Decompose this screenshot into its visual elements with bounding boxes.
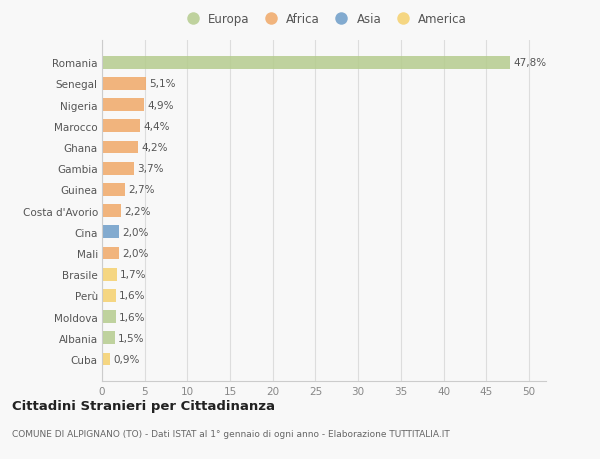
Bar: [102, 57, 510, 69]
Bar: [102, 268, 116, 281]
Bar: [102, 311, 116, 323]
Bar: [102, 162, 134, 175]
Bar: [102, 184, 125, 196]
Text: 1,7%: 1,7%: [120, 269, 146, 280]
Legend: Europa, Africa, Asia, America: Europa, Africa, Asia, America: [181, 13, 467, 26]
Text: 2,0%: 2,0%: [122, 248, 149, 258]
Bar: [102, 205, 121, 218]
Text: 4,4%: 4,4%: [143, 122, 169, 132]
Bar: [102, 141, 138, 154]
Bar: [102, 120, 140, 133]
Text: 0,9%: 0,9%: [113, 354, 139, 364]
Text: 1,6%: 1,6%: [119, 312, 146, 322]
Text: 5,1%: 5,1%: [149, 79, 175, 89]
Text: COMUNE DI ALPIGNANO (TO) - Dati ISTAT al 1° gennaio di ogni anno - Elaborazione : COMUNE DI ALPIGNANO (TO) - Dati ISTAT al…: [12, 429, 450, 438]
Bar: [102, 247, 119, 260]
Bar: [102, 226, 119, 239]
Bar: [102, 289, 116, 302]
Bar: [102, 99, 144, 112]
Text: 3,7%: 3,7%: [137, 164, 164, 174]
Text: 2,7%: 2,7%: [128, 185, 155, 195]
Text: 2,2%: 2,2%: [124, 206, 151, 216]
Bar: [102, 353, 110, 365]
Text: 4,2%: 4,2%: [141, 143, 168, 153]
Text: 2,0%: 2,0%: [122, 227, 149, 237]
Text: Cittadini Stranieri per Cittadinanza: Cittadini Stranieri per Cittadinanza: [12, 399, 275, 412]
Text: 1,5%: 1,5%: [118, 333, 145, 343]
Text: 1,6%: 1,6%: [119, 291, 146, 301]
Bar: [102, 78, 146, 90]
Text: 4,9%: 4,9%: [147, 101, 174, 110]
Text: 47,8%: 47,8%: [514, 58, 547, 68]
Bar: [102, 332, 115, 344]
